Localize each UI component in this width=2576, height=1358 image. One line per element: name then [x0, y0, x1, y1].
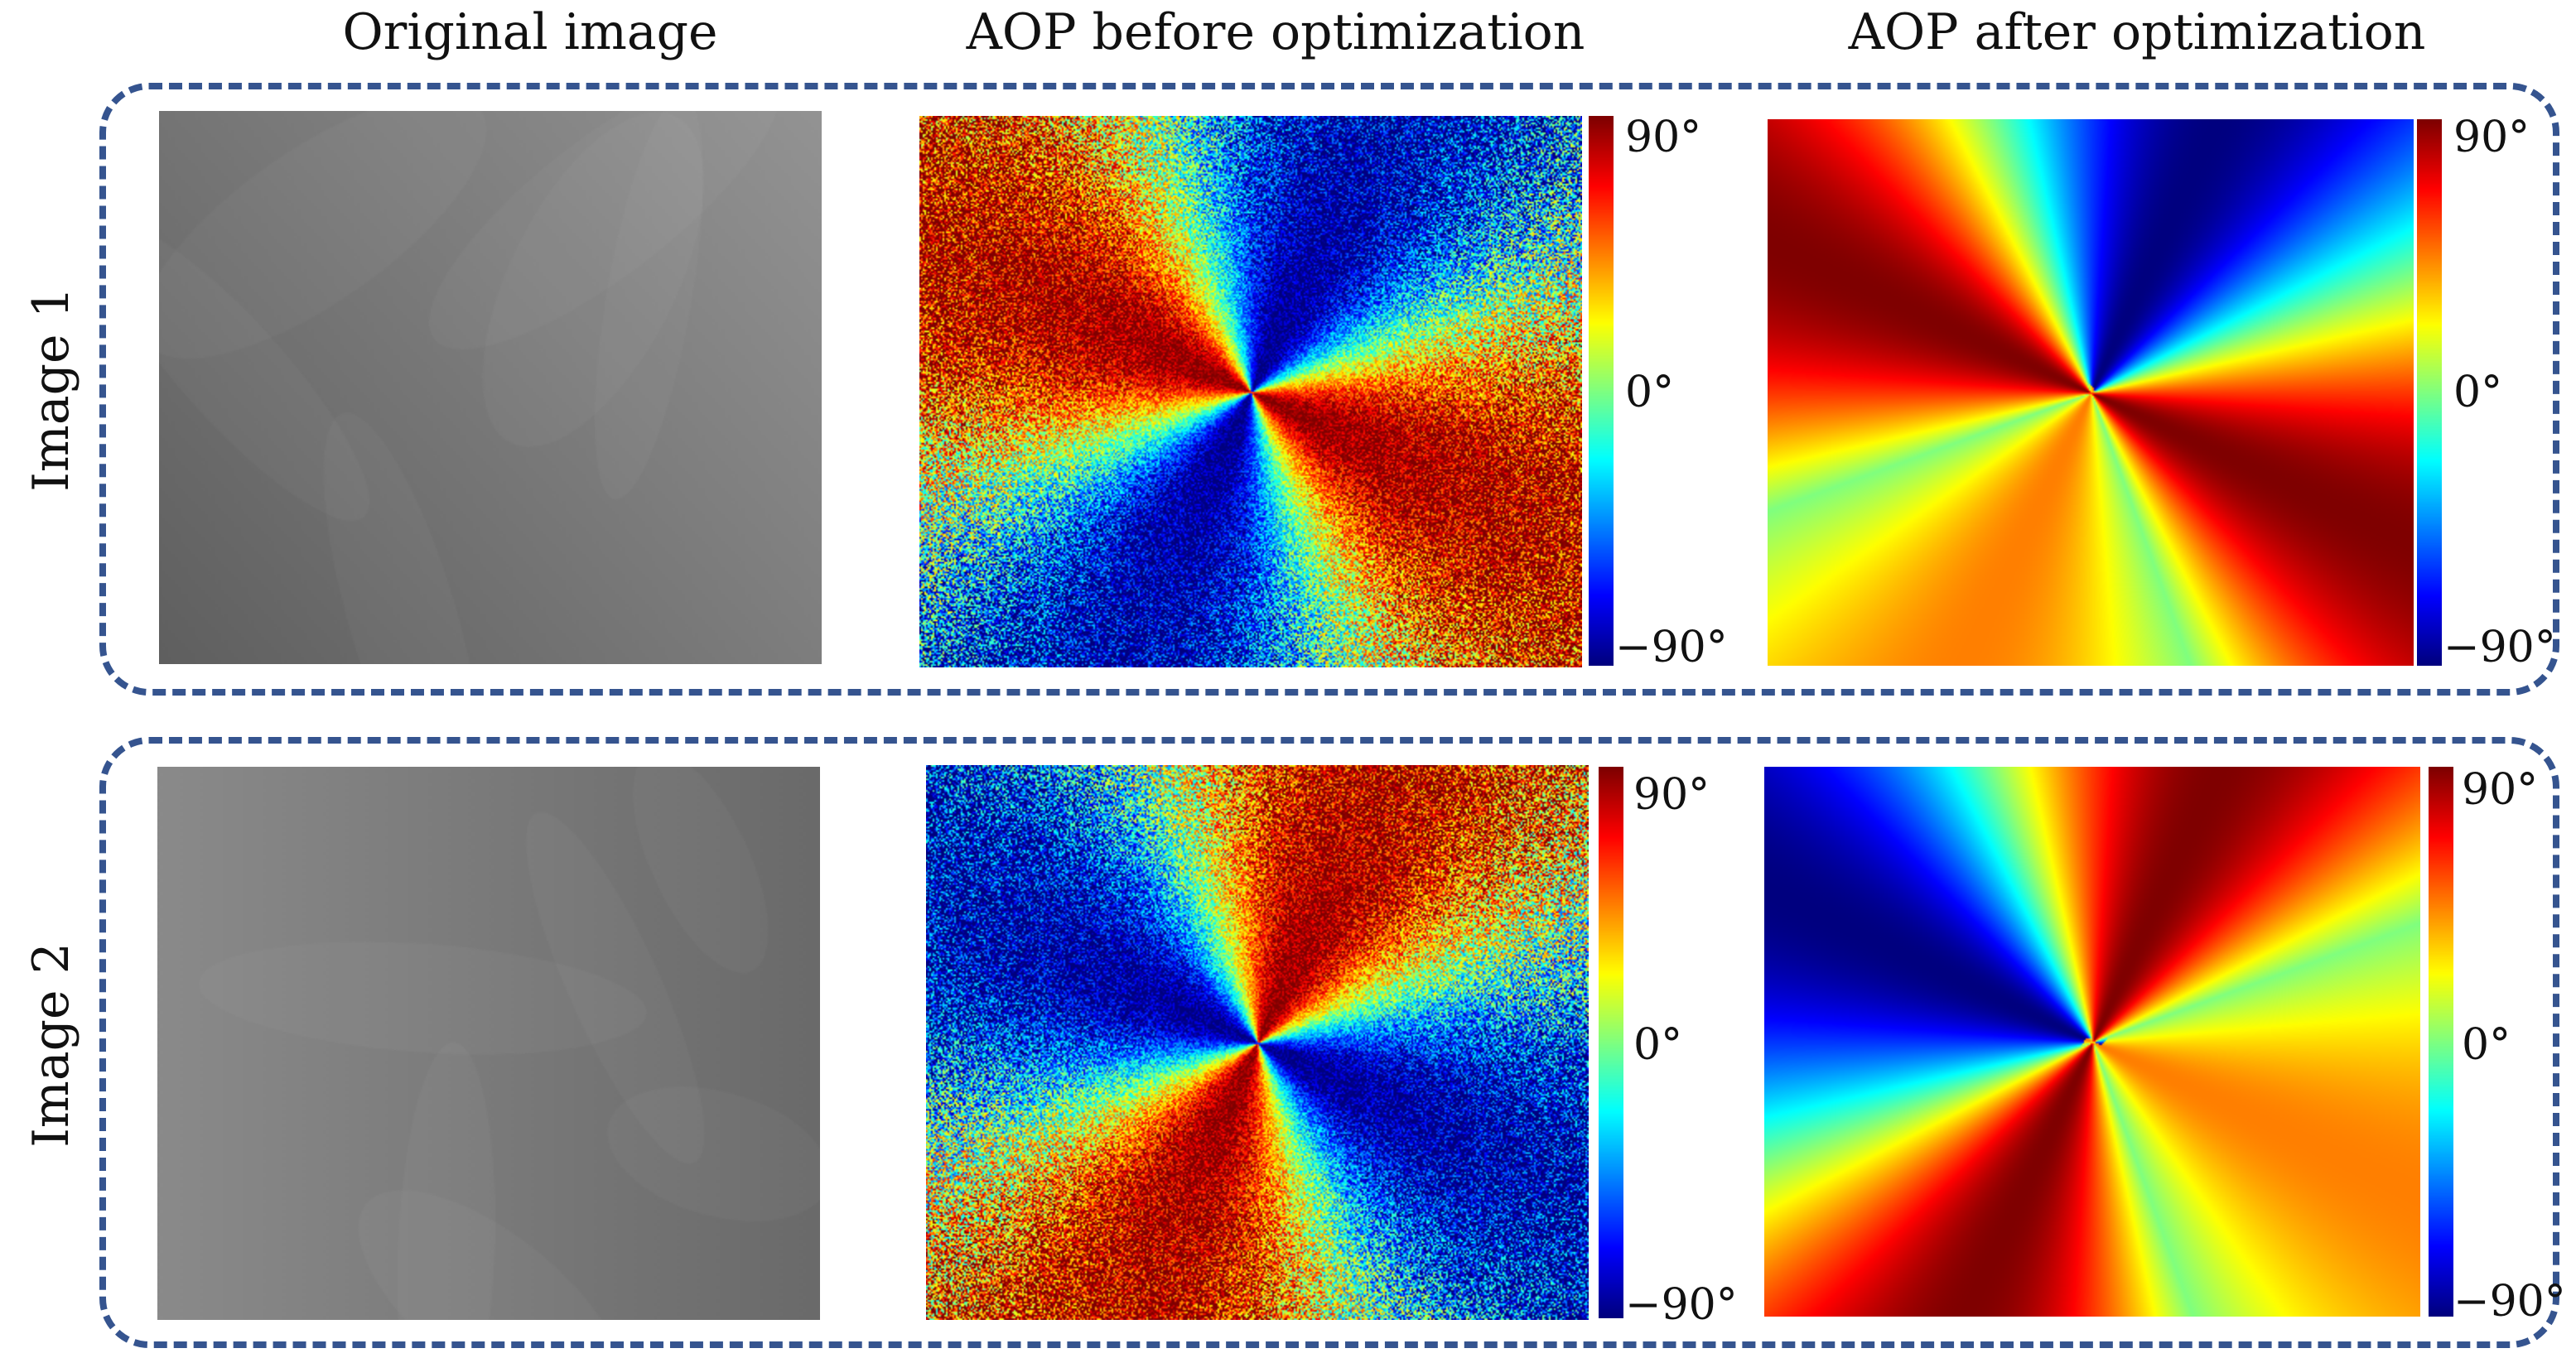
aop-before-image-1	[919, 116, 1582, 667]
original-image-1	[159, 111, 822, 664]
column-title-original: Original image	[342, 3, 718, 61]
aop-after-image-2	[1764, 767, 2420, 1317]
colorbar-after-image-1	[2417, 119, 2442, 666]
colorbar-tick-max: 90°	[2462, 765, 2539, 815]
colorbar-tick-min: −90°	[1615, 623, 1728, 672]
row-label-image-1: Image 1	[22, 287, 80, 492]
row-frame-image-2	[99, 737, 2559, 1348]
aop-before-image-2	[926, 765, 1589, 1320]
colorbar-after-image-2	[2429, 767, 2453, 1317]
column-title-aop-before: AOP before optimization	[966, 3, 1585, 61]
colorbar-tick-mid: 0°	[2453, 368, 2503, 417]
colorbar-tick-max: 90°	[1633, 770, 1710, 820]
row-label-image-2: Image 2	[22, 942, 80, 1148]
colorbar-before-image-1	[1589, 116, 1614, 666]
colorbar-tick-mid: 0°	[1633, 1020, 1683, 1070]
aop-after-image-1	[1768, 119, 2414, 666]
colorbar-tick-min: −90°	[2453, 1277, 2566, 1327]
original-image-2	[157, 767, 820, 1320]
colorbar-tick-max: 90°	[1625, 113, 1702, 162]
colorbar-tick-mid: 0°	[2462, 1020, 2511, 1070]
colorbar-before-image-2	[1599, 767, 1623, 1318]
colorbar-tick-max: 90°	[2453, 113, 2530, 162]
column-title-aop-after: AOP after optimization	[1848, 3, 2426, 61]
colorbar-tick-min: −90°	[2443, 623, 2556, 672]
colorbar-tick-mid: 0°	[1625, 368, 1675, 417]
colorbar-tick-min: −90°	[1625, 1280, 1738, 1330]
row-frame-image-1	[99, 83, 2559, 696]
